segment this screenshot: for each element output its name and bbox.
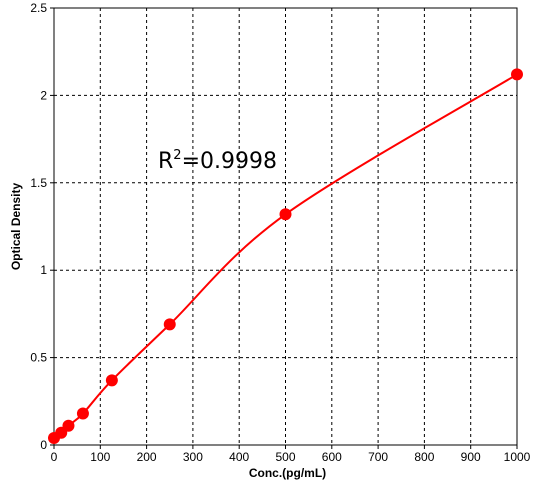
x-tick-label: 300	[183, 450, 203, 464]
data-point	[511, 68, 523, 81]
x-tick-label: 0	[51, 450, 58, 464]
tick-marks	[50, 7, 518, 449]
data-point	[105, 374, 118, 387]
y-tick-label: 0	[40, 438, 47, 452]
data-point	[62, 419, 75, 432]
x-tick-label: 400	[229, 450, 249, 464]
r-squared-annotation: R2=0.9998	[158, 148, 277, 174]
y-tick-label: 1.5	[30, 176, 47, 190]
x-tick-labels: 0 100 200 300 400 500 600 700 800 900 1000	[51, 450, 531, 464]
data-point	[76, 407, 89, 420]
y-tick-label: 1	[40, 263, 47, 277]
y-tick-label: 2	[40, 88, 47, 102]
y-tick-labels: 0 0.5 1 1.5 2 2.5	[30, 1, 47, 452]
r-squared-base: R	[158, 149, 173, 174]
y-tick-label: 0.5	[30, 351, 47, 365]
x-tick-label: 500	[275, 450, 295, 464]
x-tick-label: 700	[368, 450, 388, 464]
x-tick-label: 100	[90, 450, 110, 464]
r-squared-value: =0.9998	[182, 149, 277, 174]
x-tick-label: 800	[414, 450, 434, 464]
x-tick-label: 600	[322, 450, 342, 464]
r-squared-superscript: 2	[173, 148, 181, 163]
x-tick-label: 1000	[504, 450, 531, 464]
grid-lines	[54, 8, 517, 445]
data-points	[48, 68, 523, 445]
data-point	[163, 318, 176, 331]
y-axis-label: Optical Density	[9, 182, 23, 270]
y-tick-label: 2.5	[30, 1, 47, 15]
x-tick-label: 200	[137, 450, 157, 464]
x-axis-label: Conc.(pg/mL)	[249, 466, 326, 480]
data-point	[279, 208, 292, 221]
x-tick-label: 900	[461, 450, 481, 464]
